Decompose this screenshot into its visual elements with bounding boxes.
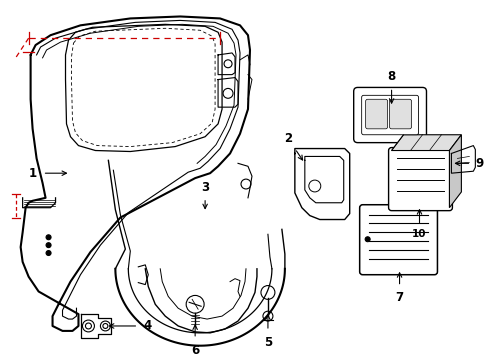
Text: 10: 10	[411, 229, 426, 239]
Circle shape	[365, 237, 369, 242]
Polygon shape	[448, 135, 461, 208]
FancyBboxPatch shape	[389, 99, 411, 129]
FancyBboxPatch shape	[388, 148, 451, 211]
Circle shape	[46, 251, 51, 256]
Text: 8: 8	[386, 71, 395, 84]
FancyBboxPatch shape	[365, 99, 387, 129]
Text: 4: 4	[143, 319, 151, 333]
Text: 3: 3	[201, 181, 209, 194]
Circle shape	[46, 243, 51, 248]
FancyBboxPatch shape	[361, 95, 418, 135]
Text: 9: 9	[474, 157, 483, 170]
Circle shape	[46, 235, 51, 240]
Text: 5: 5	[263, 336, 271, 349]
Polygon shape	[391, 135, 461, 150]
Text: 7: 7	[395, 292, 403, 305]
FancyBboxPatch shape	[353, 87, 426, 143]
FancyBboxPatch shape	[359, 205, 437, 275]
Text: 1: 1	[28, 167, 37, 180]
Text: 6: 6	[191, 344, 199, 357]
Text: 2: 2	[283, 132, 291, 145]
